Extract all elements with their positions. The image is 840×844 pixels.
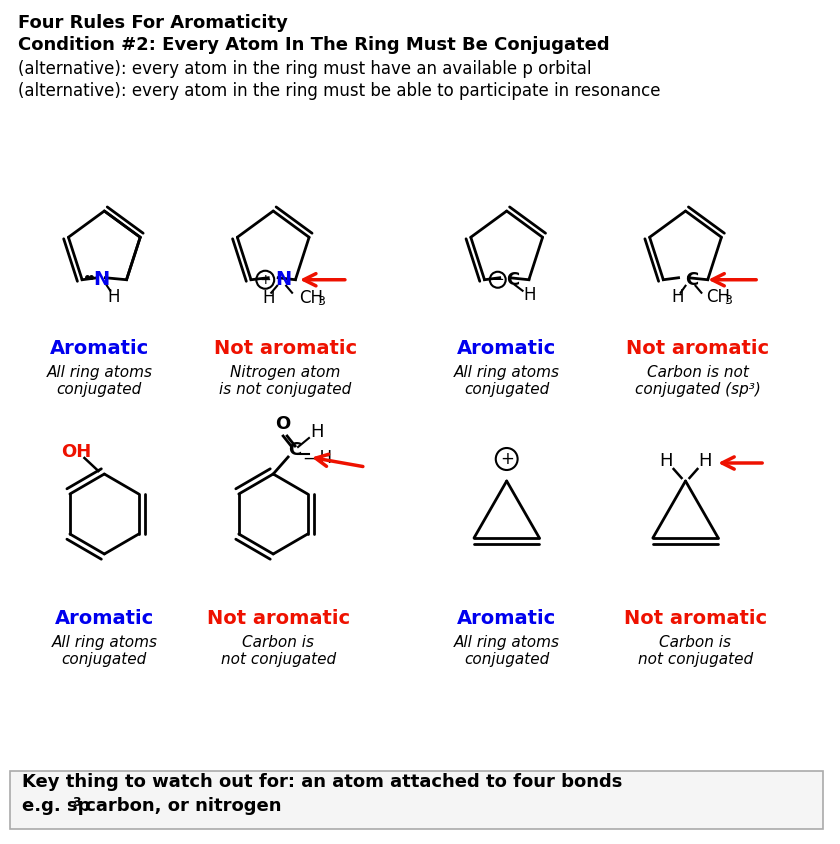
Text: −: − <box>491 273 504 287</box>
Text: CH: CH <box>706 288 731 306</box>
Text: Aromatic: Aromatic <box>55 609 154 628</box>
Text: Not aromatic: Not aromatic <box>624 609 767 628</box>
Text: Four Rules For Aromaticity: Four Rules For Aromaticity <box>18 14 288 32</box>
Text: +: + <box>500 450 513 468</box>
Text: H: H <box>699 452 712 470</box>
Text: N: N <box>93 270 109 289</box>
Text: H: H <box>107 288 119 306</box>
Text: OH: OH <box>61 443 92 461</box>
Text: CH: CH <box>299 289 323 306</box>
Text: Key thing to watch out for: an atom attached to four bonds: Key thing to watch out for: an atom atta… <box>22 773 622 791</box>
Text: All ring atoms
conjugated: All ring atoms conjugated <box>46 365 152 398</box>
Text: Carbon is
not conjugated: Carbon is not conjugated <box>221 635 336 668</box>
Text: —H: —H <box>303 449 333 467</box>
Text: Nitrogen atom
is not conjugated: Nitrogen atom is not conjugated <box>219 365 351 398</box>
Text: H: H <box>523 286 536 304</box>
Text: C: C <box>288 441 302 459</box>
Text: All ring atoms
conjugated: All ring atoms conjugated <box>454 365 559 398</box>
FancyBboxPatch shape <box>10 771 822 829</box>
Text: e.g. sp: e.g. sp <box>22 797 91 815</box>
Text: Not aromatic: Not aromatic <box>626 339 769 358</box>
Text: (alternative): every atom in the ring must be able to participate in resonance: (alternative): every atom in the ring mu… <box>18 82 660 100</box>
Text: O: O <box>276 415 291 433</box>
Text: Carbon is not
conjugated (sp³): Carbon is not conjugated (sp³) <box>634 365 760 398</box>
Text: All ring atoms
conjugated: All ring atoms conjugated <box>454 635 559 668</box>
Text: C: C <box>506 271 519 289</box>
Text: (alternative): every atom in the ring must have an available p orbital: (alternative): every atom in the ring mu… <box>18 60 591 78</box>
Text: N: N <box>275 270 291 289</box>
Text: Not aromatic: Not aromatic <box>213 339 357 358</box>
Text: 3: 3 <box>317 295 325 308</box>
Text: +: + <box>260 273 271 287</box>
Text: 3: 3 <box>724 295 732 307</box>
Text: 3: 3 <box>72 796 81 809</box>
Text: Aromatic: Aromatic <box>457 339 556 358</box>
Text: H: H <box>671 288 684 306</box>
Text: Condition #2: Every Atom In The Ring Must Be Conjugated: Condition #2: Every Atom In The Ring Mus… <box>18 36 610 54</box>
Text: H: H <box>262 289 275 306</box>
Text: Not aromatic: Not aromatic <box>207 609 349 628</box>
Text: Aromatic: Aromatic <box>457 609 556 628</box>
Text: C: C <box>685 271 698 289</box>
Text: H: H <box>659 452 672 470</box>
Text: Aromatic: Aromatic <box>50 339 149 358</box>
Text: H: H <box>310 423 323 441</box>
Text: All ring atoms
conjugated: All ring atoms conjugated <box>51 635 157 668</box>
Text: Carbon is
not conjugated: Carbon is not conjugated <box>638 635 753 668</box>
Text: carbon, or nitrogen: carbon, or nitrogen <box>80 797 282 815</box>
